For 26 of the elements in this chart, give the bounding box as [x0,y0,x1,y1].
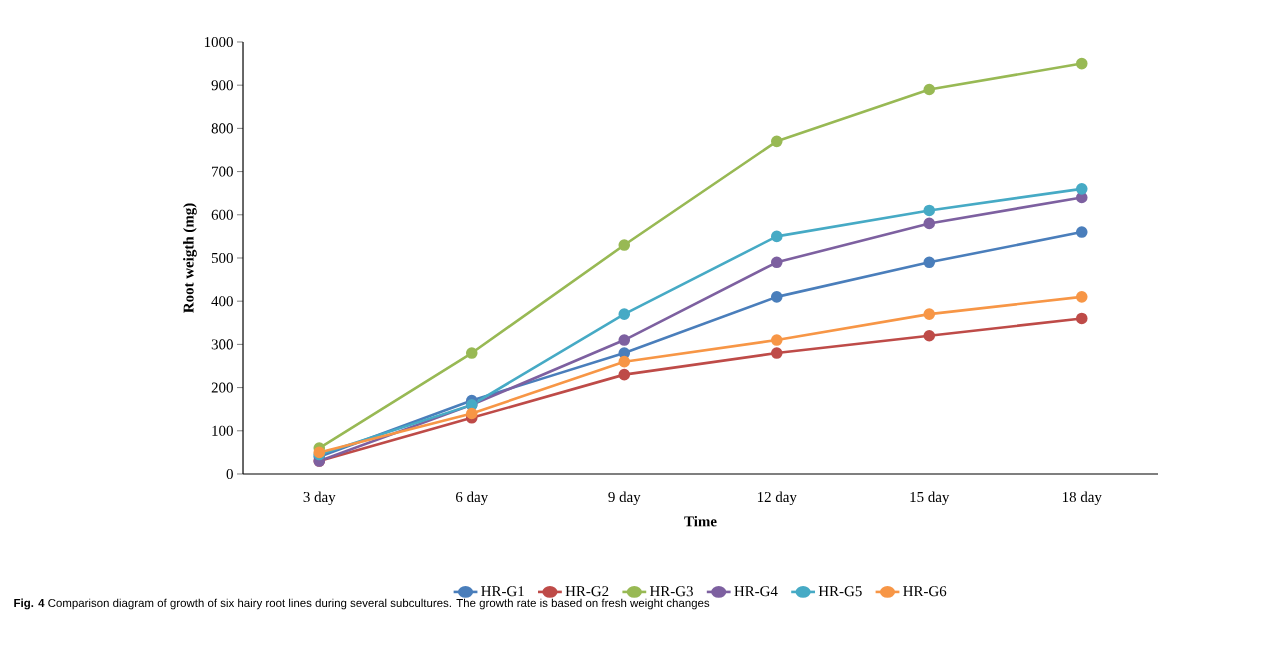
x-tick-label: 15 day [910,491,950,506]
y-tick-label: 700 [212,166,233,177]
legend-label: HR-G3 [649,586,693,597]
y-tick-label: 400 [211,296,233,307]
y-tick-label: 0 [226,468,233,480]
legend-label: HR-G5 [818,586,862,597]
text: Fig. 4 Comparison diagram of growth of six hairy root lines during several subcultures. The growth rate is based on fresh weight changes [14,598,710,610]
y-tick-label: 600 [211,209,233,220]
y-tick-label: 900 [211,80,233,91]
y-tick-label: 1000 [204,36,233,48]
y-tick-label: 300 [211,339,233,350]
legend-label: HR-G2 [565,586,609,597]
y-tick-label: 100 [212,425,233,436]
y-tick-label: 800 [211,123,233,134]
legend-label: HR-G4 [734,586,778,597]
x-tick-label: 12 day [757,491,797,506]
y-tick-label: 500 [211,252,233,264]
x-axis-title: Time [684,515,717,527]
legend-label: HR-G1 [481,586,524,597]
x-tick-label: 9 day [608,491,641,506]
legend-label: HR-G6 [903,586,947,597]
x-tick-label: 3 day [303,491,336,506]
x-tick-label: 6 day [456,491,489,506]
y-axis-title: Root weigth (mg) [183,203,197,313]
x-tick-label: 18 day [1062,491,1102,506]
y-tick-label: 200 [211,382,233,393]
